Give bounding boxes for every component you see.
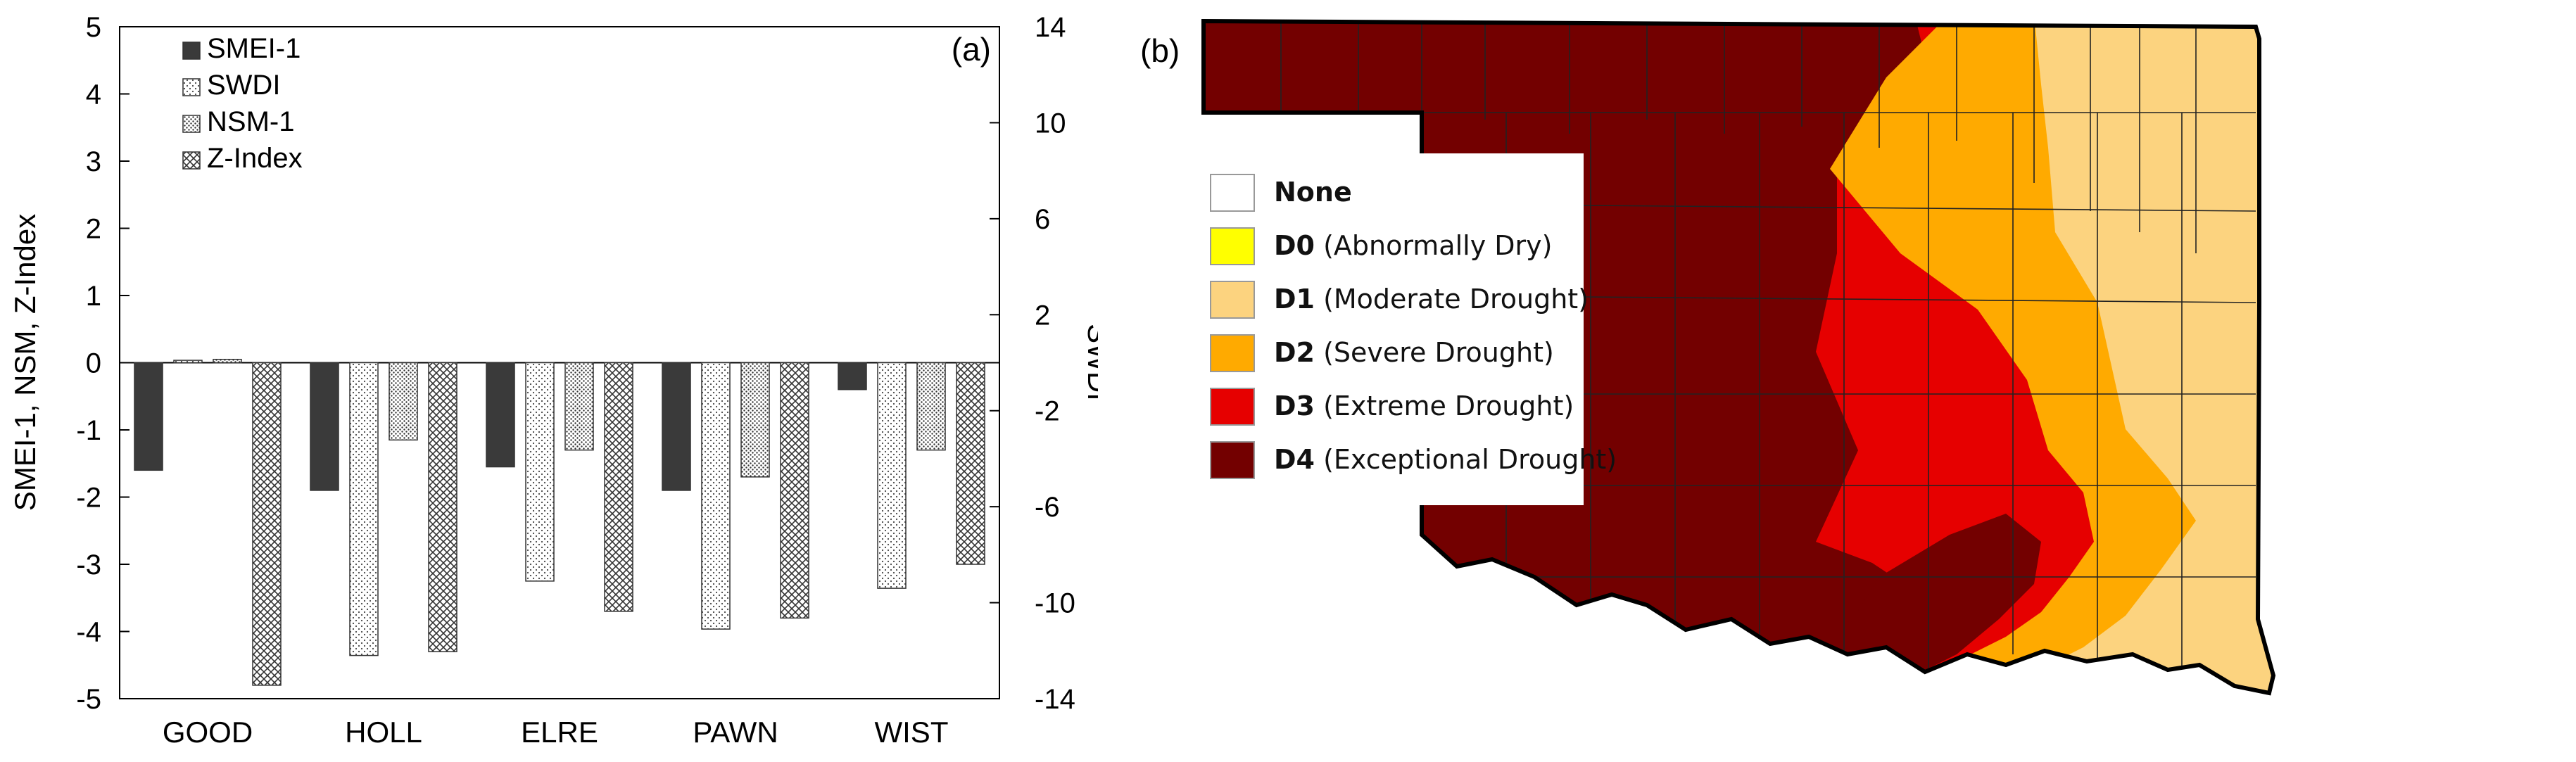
legend-desc: (Severe Drought) — [1315, 337, 1554, 368]
legend-label: SMEI-1 — [207, 33, 301, 64]
legend-desc: (Abnormally Dry) — [1315, 230, 1553, 261]
bar-swdi-pawn — [701, 362, 731, 630]
y-tick-label: -3 — [76, 550, 101, 580]
y-axis-left-ticks: 5 4 3 2 1 0 -1 -2 -3 -4 -5 — [76, 12, 130, 715]
legend-entry-d1: D1 (Moderate Drought) — [1274, 284, 1589, 315]
x-tick-label: HOLL — [345, 716, 422, 749]
legend-code: D2 — [1274, 337, 1315, 368]
y-tick-label: 2 — [86, 214, 101, 245]
y-tick-label: -2 — [76, 483, 101, 514]
legend-entry-d4: D4 (Exceptional Drought) — [1274, 444, 1617, 475]
legend-code: D1 — [1274, 284, 1315, 315]
bar-swdi-good — [173, 360, 203, 364]
y-tick-label: 1 — [86, 281, 101, 312]
legend-entry-none: None — [1274, 177, 1352, 208]
legend-entry-d3: D3 (Extreme Drought) — [1274, 390, 1574, 421]
y-tick-label: -4 — [76, 617, 101, 648]
bar-z-index-good — [252, 362, 282, 686]
x-tick-label: ELRE — [521, 716, 598, 749]
legend-code: None — [1274, 177, 1352, 208]
bar-nsm-1-holl — [389, 362, 418, 441]
bar-smei-1-holl — [310, 362, 339, 491]
legend-backdrop — [1204, 153, 1584, 505]
y2-tick-label: -14 — [1035, 684, 1075, 715]
y2-tick-label: 6 — [1035, 204, 1050, 235]
x-axis-ticks: GOOD HOLL ELRE PAWN WIST — [163, 716, 949, 749]
chart-legend: SMEI-1 SWDI NSM-1 Z-Index — [182, 33, 303, 174]
legend-label: NSM-1 — [207, 106, 294, 137]
bar-smei-1-wist — [838, 362, 867, 390]
bar-swdi-holl — [349, 362, 379, 656]
legend-entry-d0: D0 (Abnormally Dry) — [1274, 230, 1552, 261]
bar-smei-1-pawn — [662, 362, 691, 491]
legend-swatch-d3 — [1210, 388, 1255, 426]
region-d4-inner — [1844, 514, 2041, 675]
legend-code: D4 — [1274, 444, 1315, 475]
y2-tick-label: 14 — [1035, 12, 1066, 43]
legend-entry-d2: D2 (Severe Drought) — [1274, 337, 1554, 368]
legend-swatch-none — [1210, 174, 1255, 212]
bar-swdi-wist — [877, 362, 907, 589]
legend-desc: (Moderate Drought) — [1315, 284, 1589, 315]
legend-code: D0 — [1274, 230, 1315, 261]
y-axis-right-ticks: 14 10 6 2 -2 -6 -10 -14 — [990, 12, 1075, 715]
legend-code: D3 — [1274, 390, 1315, 421]
y-tick-label: 5 — [86, 12, 101, 43]
bar-smei-1-good — [134, 362, 163, 471]
y-tick-label: -1 — [76, 415, 101, 446]
x-tick-label: PAWN — [693, 716, 778, 749]
y2-tick-label: -6 — [1035, 492, 1060, 523]
bar-z-index-wist — [956, 362, 985, 565]
bar-marks — [134, 358, 985, 686]
bar-swdi-elre — [525, 362, 555, 582]
y-axis-left-label: SMEI-1, NSM, Z-Index — [8, 214, 42, 511]
y-tick-label: 4 — [86, 80, 101, 110]
panel-b-label: (b) — [1140, 32, 1180, 69]
bar-nsm-1-good — [213, 358, 242, 364]
region-d1 — [1995, 21, 2273, 693]
y-axis-right-label: SWDI — [1082, 324, 1098, 401]
legend-swatch — [182, 151, 201, 170]
y-tick-label: 3 — [86, 146, 101, 177]
legend-label: SWDI — [207, 70, 280, 101]
oklahoma-border — [1201, 18, 2276, 696]
panel-a-label: (a) — [952, 31, 991, 68]
y2-tick-label: 10 — [1035, 108, 1066, 139]
bar-smei-1-elre — [486, 362, 515, 468]
x-tick-label: WIST — [875, 716, 949, 749]
legend-swatch — [182, 115, 201, 133]
x-tick-label: GOOD — [163, 716, 253, 749]
legend-label: Z-Index — [207, 143, 303, 174]
y2-tick-label: 2 — [1035, 300, 1050, 331]
legend-swatch-d4 — [1210, 441, 1255, 479]
legend-swatch — [182, 42, 201, 60]
bar-z-index-pawn — [780, 362, 809, 619]
legend-desc: (Extreme Drought) — [1315, 390, 1574, 421]
bar-nsm-1-wist — [916, 362, 946, 451]
bar-z-index-holl — [428, 362, 457, 652]
bar-nsm-1-elre — [564, 362, 594, 451]
legend-swatch-d2 — [1210, 334, 1255, 372]
legend-swatch-d1 — [1210, 281, 1255, 319]
y-tick-label: 0 — [86, 348, 101, 379]
legend-swatch-d0 — [1210, 227, 1255, 265]
bar-z-index-elre — [604, 362, 633, 612]
y2-tick-label: -2 — [1035, 396, 1060, 427]
y2-tick-label: -10 — [1035, 588, 1075, 619]
y-tick-label: -5 — [76, 684, 101, 715]
legend-swatch — [182, 78, 201, 96]
bar-nsm-1-pawn — [740, 362, 770, 478]
legend-desc: (Exceptional Drought) — [1315, 444, 1617, 475]
